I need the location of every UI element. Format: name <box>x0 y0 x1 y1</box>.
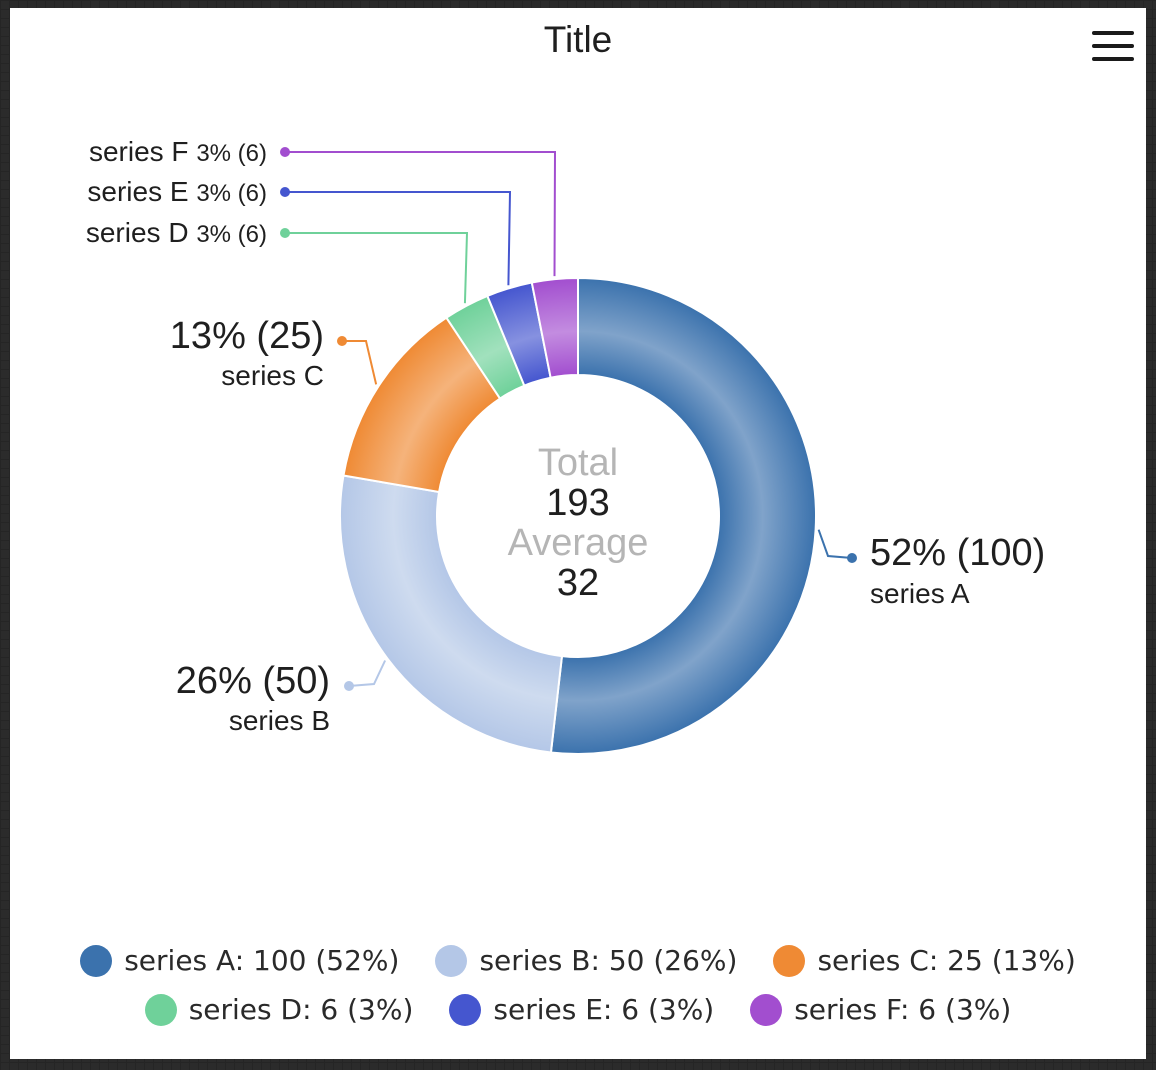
pie-slice-series-a[interactable] <box>549 276 817 755</box>
data-label-series-b: 26% (50) <box>176 660 330 702</box>
legend-marker <box>773 944 806 977</box>
pie-slice-series-b[interactable] <box>339 474 564 754</box>
center-total-value: 193 <box>546 482 609 524</box>
legend-item-series-c[interactable]: series C: 25 (13%) <box>773 944 1076 977</box>
data-label-series-a: 52% (100) <box>870 532 1045 574</box>
label-connector-series-a <box>817 529 853 559</box>
chart-title: Title <box>544 19 613 60</box>
label-dot-series-a <box>847 553 857 563</box>
label-connector-series-c <box>342 340 378 385</box>
label-connector-series-d <box>285 232 469 304</box>
label-dot-series-e <box>280 187 290 197</box>
donut-chart: Title 52% (100) series A 26% (50)series B 1… <box>86 19 1045 755</box>
pie-slice-series-f[interactable] <box>530 276 579 379</box>
center-average-label: Average <box>508 522 649 564</box>
legend-item-series-e[interactable]: series E: 6 (3%) <box>449 993 714 1026</box>
legend-label: series E: 6 (3%) <box>493 993 715 1026</box>
legend-label: series D: 6 (3%) <box>188 993 414 1026</box>
legend-label: series A: 100 (52%) <box>124 944 400 977</box>
legend-marker <box>144 993 177 1026</box>
label-dot-series-f <box>280 147 290 157</box>
data-label-name-series-c: series C <box>221 360 324 391</box>
legend-label: series F: 6 (3%) <box>794 993 1012 1026</box>
legend-label: series B: 50 (26%) <box>479 944 738 977</box>
legend-label: series C: 25 (13%) <box>817 944 1076 977</box>
data-label-series-f: series F 3% (6) <box>89 136 267 167</box>
label-connector-series-e <box>285 191 512 286</box>
legend-marker <box>80 944 113 977</box>
legend-item-series-b[interactable]: series B: 50 (26%) <box>435 944 737 977</box>
legend-marker <box>750 993 783 1026</box>
label-dot-series-d <box>280 228 290 238</box>
hamburger-menu-icon[interactable] <box>1090 28 1136 64</box>
center-total-label: Total <box>538 442 618 484</box>
label-connector-series-b <box>348 660 387 687</box>
legend-row-2: series D: 6 (3%) series E: 6 (3%) series… <box>10 993 1146 1026</box>
data-label-series-d: series D 3% (6) <box>86 217 267 248</box>
legend-marker <box>435 944 468 977</box>
data-label-name-series-b: series B <box>229 705 330 736</box>
data-label-series-e: series E 3% (6) <box>87 176 267 207</box>
label-dot-series-b <box>344 681 354 691</box>
data-label-name-series-a: series A <box>870 578 970 609</box>
label-connector-series-f <box>285 151 557 277</box>
legend-row-1: series A: 100 (52%) series B: 50 (26%) s… <box>10 944 1146 977</box>
legend-item-series-a[interactable]: series A: 100 (52%) <box>80 944 399 977</box>
chart-card: Title 52% (100) series A 26% (50) series B 1… <box>10 8 1146 1059</box>
center-average-value: 32 <box>557 562 599 604</box>
label-dot-series-c <box>337 336 347 346</box>
legend-item-series-d[interactable]: series D: 6 (3%) <box>144 993 414 1026</box>
legend-item-series-f[interactable]: series F: 6 (3%) <box>750 993 1011 1026</box>
data-label-series-c: 13% (25) <box>170 315 324 357</box>
legend-marker <box>449 993 482 1026</box>
